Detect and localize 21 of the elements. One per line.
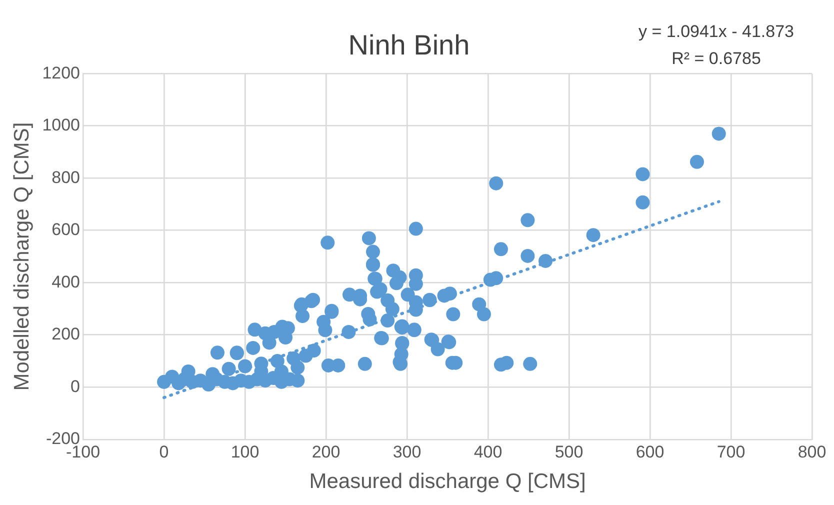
y-tick-label: 400: [52, 272, 80, 292]
x-tick-label: 0: [159, 442, 169, 462]
x-tick-label: 200: [312, 442, 340, 462]
text: y = 1.0941x - 41.873: [638, 21, 794, 43]
chart-title: Ninh Binh: [348, 30, 470, 61]
y-tick-label: 800: [52, 168, 80, 187]
y-tick-label: 1200: [42, 63, 80, 82]
y-tick-label: 200: [52, 324, 80, 344]
x-tick-label: 300: [392, 442, 422, 462]
x-tick-label: 700: [716, 442, 746, 462]
y-tick-label: 600: [52, 220, 80, 240]
y-axis-title: Modelled discharge Q [CMS]: [10, 122, 34, 391]
x-tick-label: 500: [554, 442, 584, 462]
x-axis-title: Measured discharge Q [CMS]: [309, 470, 586, 494]
x-tick-label: 400: [474, 442, 502, 462]
x-tick-label: 600: [636, 442, 664, 462]
x-tick-label: 100: [230, 442, 260, 462]
x-tick-label: 800: [798, 442, 826, 462]
y-tick-label: 1000: [42, 116, 80, 135]
y-tick-label: 0: [70, 376, 80, 396]
text: R² = 0.6785: [670, 48, 762, 70]
